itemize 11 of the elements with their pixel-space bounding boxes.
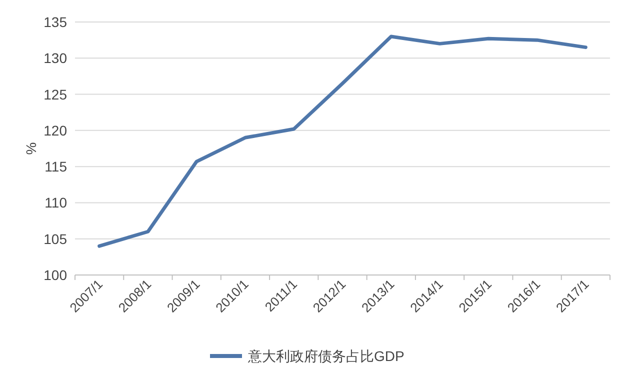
- y-tick-label: 130: [44, 50, 68, 66]
- y-tick-label: 135: [44, 14, 68, 30]
- y-tick-label: 120: [44, 122, 68, 138]
- y-axis-title: %: [23, 142, 39, 155]
- legend-label: 意大利政府债务占比GDP: [247, 348, 404, 364]
- y-tick-label: 100: [44, 267, 68, 283]
- y-tick-label: 115: [44, 158, 68, 175]
- y-tick-label: 110: [44, 194, 68, 211]
- y-tick-label: 105: [44, 230, 68, 247]
- line-series: [98, 34, 588, 248]
- y-tick-label: 125: [44, 86, 68, 102]
